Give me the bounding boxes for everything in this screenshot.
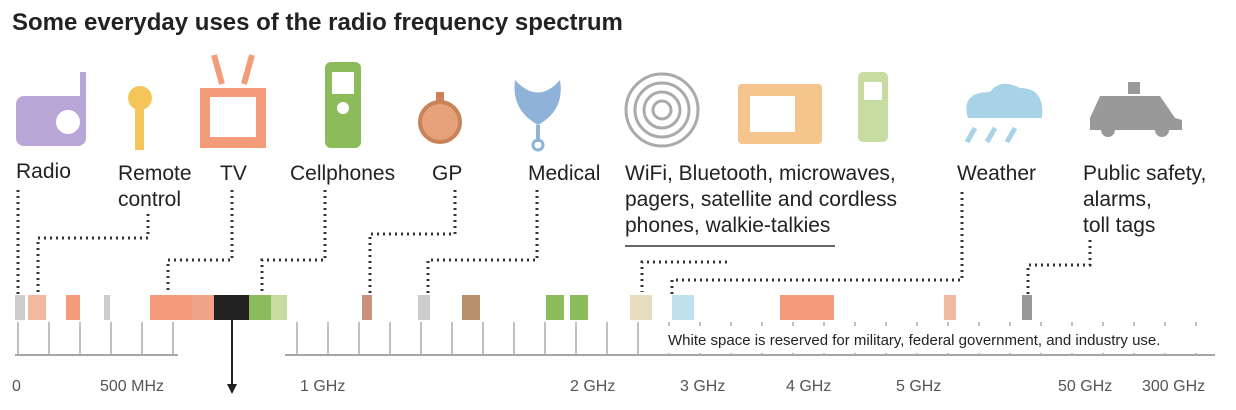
axis-label: 3 GHz bbox=[680, 378, 725, 395]
use-label: Remote bbox=[118, 162, 192, 185]
use-label: Cellphones bbox=[290, 162, 395, 185]
connectors bbox=[16, 190, 1092, 294]
arrow-head bbox=[227, 384, 237, 394]
note: White space is reserved for military, fe… bbox=[668, 332, 1160, 349]
axis-label: 1 GHz bbox=[300, 378, 345, 395]
axis-label: 2 GHz bbox=[570, 378, 615, 395]
title: Some everyday uses of the radio frequenc… bbox=[12, 9, 623, 36]
use-label: TV bbox=[220, 162, 247, 185]
use-label: GP bbox=[432, 162, 462, 185]
axis-label: 5 GHz bbox=[896, 378, 941, 395]
axis-label: 500 MHz bbox=[100, 378, 164, 395]
use-label: WiFi, Bluetooth, microwaves, bbox=[625, 162, 896, 185]
note-box bbox=[663, 326, 1216, 353]
axis-label: 4 GHz bbox=[786, 378, 831, 395]
use-label: phones, walkie-talkies bbox=[625, 214, 830, 237]
use-label: control bbox=[118, 188, 181, 211]
use-label: pagers, satellite and cordless bbox=[625, 188, 897, 211]
use-label: Weather bbox=[957, 162, 1036, 185]
icons bbox=[16, 54, 1182, 152]
spectrum-blocks bbox=[15, 295, 1032, 320]
use-label: toll tags bbox=[1083, 214, 1155, 237]
use-label: Public safety, bbox=[1083, 162, 1206, 185]
use-label: Radio bbox=[16, 160, 71, 183]
use-label: Medical bbox=[528, 162, 600, 185]
axis-label: 50 GHz bbox=[1058, 378, 1112, 395]
use-label: alarms, bbox=[1083, 188, 1152, 211]
axis-label: 0 bbox=[12, 378, 21, 395]
axis-label: 300 GHz bbox=[1142, 378, 1205, 395]
